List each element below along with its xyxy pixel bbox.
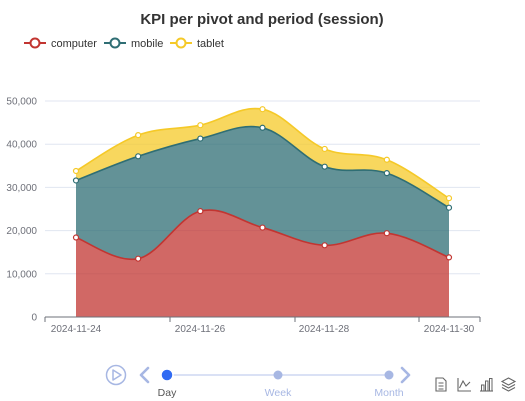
y-tick-label: 30,000 xyxy=(6,183,37,194)
y-tick-label: 40,000 xyxy=(6,140,37,151)
point-mobile[interactable] xyxy=(197,135,204,142)
legend-label: mobile xyxy=(131,38,163,50)
point-computer[interactable] xyxy=(445,254,453,261)
point-tablet[interactable] xyxy=(383,156,390,163)
x-tick-label: 2024-11-26 xyxy=(175,324,226,335)
timeline-dot xyxy=(384,370,394,380)
timeline-dot xyxy=(160,368,174,382)
point-computer[interactable] xyxy=(259,224,266,231)
legend-swatch-dot xyxy=(175,37,187,49)
timeline-label: Month xyxy=(374,387,403,399)
stack-icon[interactable] xyxy=(500,377,517,392)
chart-title: KPI per pivot and period (session) xyxy=(140,11,383,28)
x-tick-label: 2024-11-24 xyxy=(51,324,102,335)
y-tick-label: 0 xyxy=(31,313,37,324)
line-chart-icon[interactable] xyxy=(457,378,471,392)
y-tick-label: 20,000 xyxy=(6,226,37,237)
point-computer[interactable] xyxy=(383,230,390,237)
point-computer[interactable] xyxy=(321,242,328,249)
series-points xyxy=(72,106,453,262)
point-mobile[interactable] xyxy=(135,153,142,160)
bar-chart-icon[interactable] xyxy=(480,378,493,392)
point-mobile[interactable] xyxy=(445,204,453,211)
axes: 0 10,000 20,000 30,000 40,000 50,000 2024-11-2… xyxy=(6,97,481,335)
point-computer[interactable] xyxy=(72,234,80,241)
x-tick-label: 2024-11-30 xyxy=(424,324,475,335)
timeline-label: Week xyxy=(265,387,292,399)
point-computer[interactable] xyxy=(197,208,204,215)
x-tick-label: 2024-11-28 xyxy=(299,324,350,335)
point-mobile[interactable] xyxy=(383,170,390,177)
area-tablet xyxy=(76,108,449,208)
toolbox xyxy=(435,377,517,392)
play-icon xyxy=(112,369,122,381)
timeline-label: Day xyxy=(158,387,177,399)
point-tablet[interactable] xyxy=(72,167,80,175)
next-arrow-icon[interactable] xyxy=(400,366,411,384)
data-view-icon[interactable] xyxy=(435,377,447,392)
legend: computer mobile tablet xyxy=(24,37,224,50)
legend-label: tablet xyxy=(197,38,224,50)
point-tablet[interactable] xyxy=(135,132,142,139)
area-mobile xyxy=(76,126,449,260)
legend-swatch-dot xyxy=(29,37,41,49)
point-tablet[interactable] xyxy=(445,195,453,202)
timeline-dot xyxy=(273,370,283,380)
legend-item-tablet[interactable]: tablet xyxy=(170,37,224,50)
legend-swatch-dot xyxy=(109,37,121,49)
legend-label: computer xyxy=(51,38,97,50)
legend-item-mobile[interactable]: mobile xyxy=(104,37,163,50)
timeline-item-week[interactable]: Week xyxy=(265,370,292,400)
y-tick-label: 10,000 xyxy=(6,269,37,280)
timeline-item-month[interactable]: Month xyxy=(374,370,404,400)
point-mobile[interactable] xyxy=(72,177,80,184)
point-tablet[interactable] xyxy=(321,145,328,153)
point-tablet[interactable] xyxy=(197,122,204,129)
legend-item-computer[interactable]: computer xyxy=(24,37,97,50)
point-mobile[interactable] xyxy=(259,124,266,131)
timeline: Day Week Month xyxy=(105,364,411,400)
area-computer xyxy=(76,210,449,317)
play-button[interactable] xyxy=(105,364,127,386)
prev-arrow-icon[interactable] xyxy=(139,366,150,384)
point-computer[interactable] xyxy=(135,255,142,262)
play-icon-circle xyxy=(105,364,127,386)
timeline-item-day[interactable]: Day xyxy=(158,368,177,399)
point-tablet[interactable] xyxy=(259,106,266,113)
y-tick-label: 50,000 xyxy=(6,97,37,108)
series-areas xyxy=(76,108,449,317)
point-mobile[interactable] xyxy=(321,163,328,170)
